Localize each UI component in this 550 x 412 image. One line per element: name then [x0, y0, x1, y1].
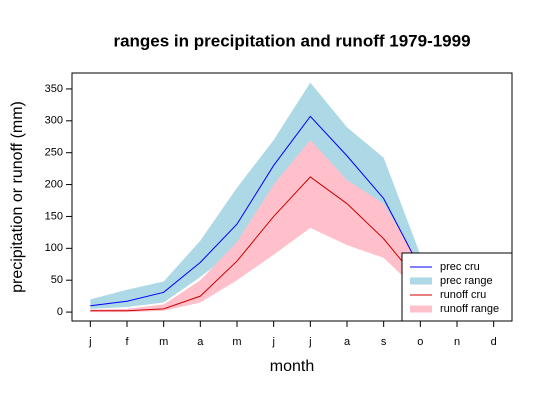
range-band	[90, 82, 494, 311]
y-axis-label: precipitation or runoff (mm)	[9, 101, 26, 293]
x-tick-label: j	[271, 336, 274, 348]
legend-label: runoff cru	[440, 289, 486, 301]
x-tick-label: o	[417, 336, 423, 348]
y-tick-label: 0	[57, 306, 63, 318]
plot-frame	[71, 72, 513, 322]
y-tick-label: 150	[45, 210, 63, 222]
x-tick-label: s	[381, 336, 387, 348]
x-tick-label: d	[491, 336, 497, 348]
legend-label: prec range	[440, 275, 493, 287]
x-tick-label: j	[308, 336, 311, 348]
y-tick-label: 250	[45, 147, 63, 159]
chart-title: ranges in precipitation and runoff 1979-…	[113, 31, 470, 50]
range-band	[90, 139, 494, 313]
x-tick-label: j	[88, 336, 91, 348]
legend-label: prec cru	[440, 261, 480, 273]
y-tick-label: 50	[51, 274, 63, 286]
y-tick-label: 200	[45, 178, 63, 190]
x-tick-label: n	[454, 336, 460, 348]
y-tick-label: 300	[45, 115, 63, 127]
x-tick-label: a	[344, 336, 351, 348]
x-tick-label: m	[232, 336, 241, 348]
y-tick-label: 350	[45, 83, 63, 95]
x-tick-label: a	[197, 336, 204, 348]
x-tick-label: m	[159, 336, 168, 348]
y-tick-label: 100	[45, 242, 63, 254]
x-tick-label: f	[125, 336, 129, 348]
legend-label: runoff range	[440, 303, 499, 315]
x-axis-label: month	[270, 358, 314, 375]
